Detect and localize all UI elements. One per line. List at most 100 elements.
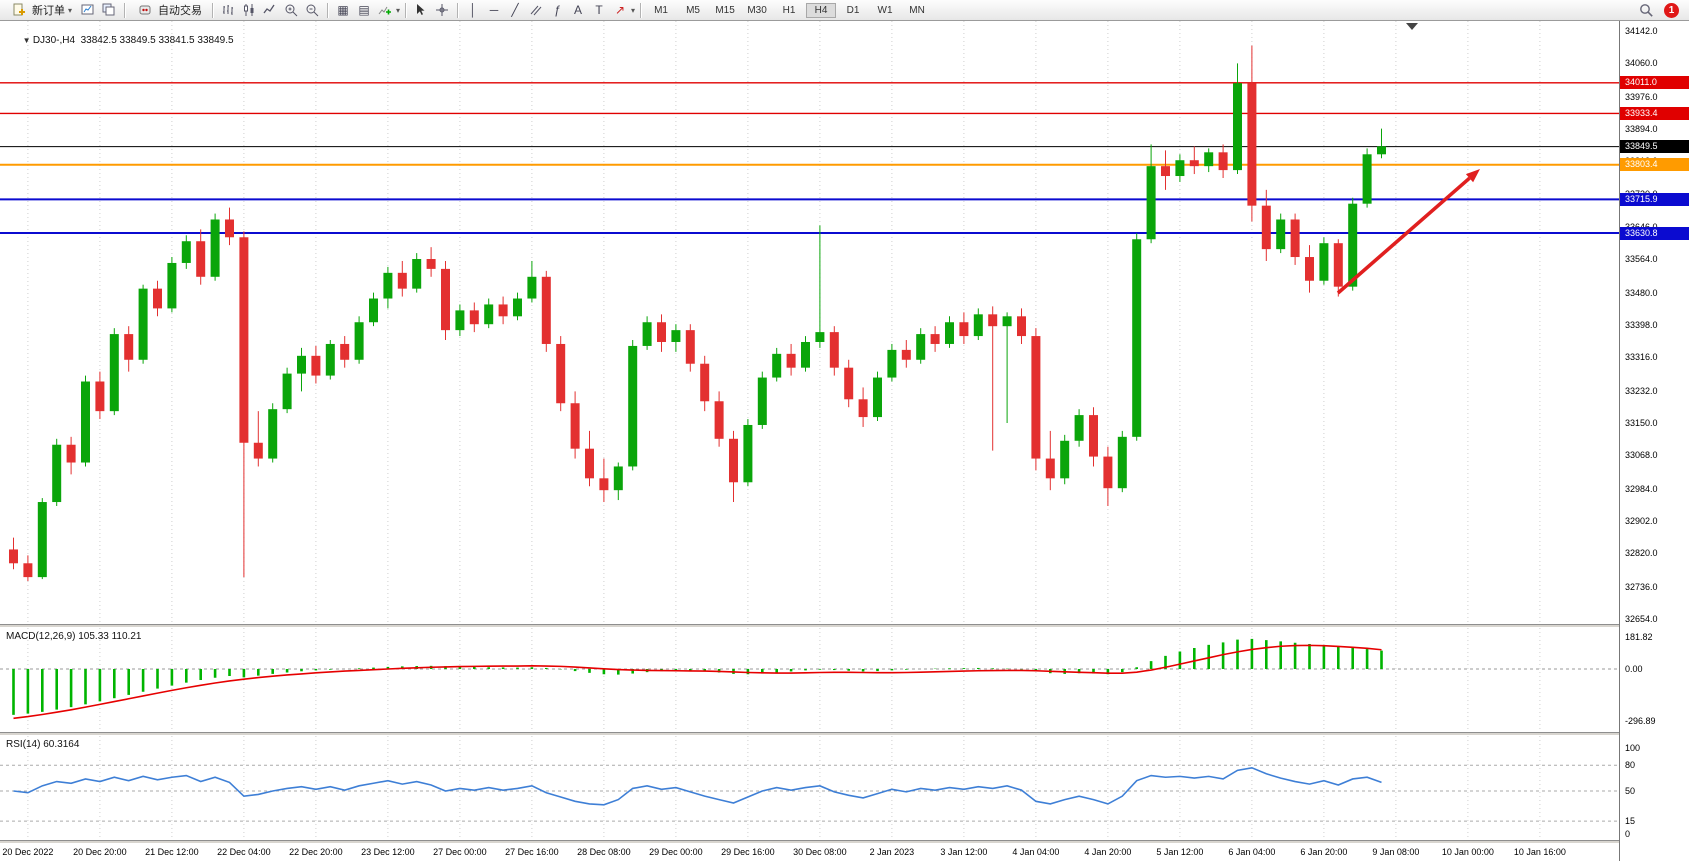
profiles-button[interactable] (99, 2, 119, 19)
candle-body (1218, 152, 1228, 171)
price-tag[interactable]: 33630.8 (1620, 226, 1689, 240)
channel-tool[interactable] (526, 2, 546, 19)
candle-body (945, 322, 954, 344)
new-order-label: 新订单 (32, 5, 65, 17)
candle-body (1204, 152, 1214, 167)
line-chart-mode-button[interactable] (260, 2, 280, 19)
price-tick: 33894.0 (1625, 124, 1658, 134)
arrows-tool[interactable]: ↗ (610, 2, 630, 19)
chevron-down-icon[interactable]: ▾ (396, 5, 401, 15)
candle-body (124, 334, 134, 360)
search-button[interactable] (1636, 2, 1656, 19)
candle-body (1017, 316, 1026, 337)
data-window-button[interactable]: ▤ (354, 2, 374, 19)
fibonacci-tool[interactable]: ƒ (547, 2, 567, 19)
text-tool[interactable]: A (568, 2, 588, 19)
price-tag[interactable]: 33933.4 (1620, 106, 1689, 120)
candle-body (613, 466, 623, 491)
zoom-in-button[interactable] (281, 2, 301, 19)
time-label: 29 Dec 16:00 (721, 847, 775, 857)
channel-icon (530, 5, 542, 16)
timeframe-D1[interactable]: D1 (846, 4, 860, 16)
candlestick-mode-button[interactable] (239, 2, 259, 19)
arrow-head (1465, 169, 1480, 183)
candle-body (196, 241, 206, 277)
crosshair-button[interactable] (432, 2, 452, 19)
price-tag[interactable]: 33849.5 (1620, 140, 1689, 154)
indicators-icon (378, 6, 392, 15)
cursor-button[interactable] (411, 2, 431, 19)
time-axis[interactable]: 20 Dec 2022 20 Dec 20:00 21 Dec 12:00 22 De… (0, 844, 1620, 861)
toolbar-separator (457, 2, 459, 18)
candle-body (901, 349, 911, 360)
candle-body (23, 563, 33, 578)
price-tag[interactable]: 33803.4 (1620, 158, 1689, 172)
bar-chart-mode-button[interactable] (218, 2, 238, 19)
main-chart-panel[interactable]: ▼ DJ30-,H4 33842.5 33849.5 33841.5 33849… (0, 21, 1620, 624)
search-icon (1639, 3, 1653, 17)
new-order-button[interactable]: 新订单 ▾ (4, 0, 77, 21)
time-label: 22 Dec 04:00 (217, 847, 271, 857)
price-axis[interactable]: 34142.034060.033976.033894.033812.033730… (1619, 21, 1689, 861)
trendline-tool[interactable]: ╱ (505, 2, 525, 19)
panel-separator[interactable] (0, 732, 1689, 736)
toolbar-separator (124, 2, 126, 18)
candle-body (887, 349, 897, 378)
candle-body (1261, 205, 1271, 250)
price-tick: 32984.0 (1625, 483, 1658, 494)
indicators-button[interactable] (375, 2, 395, 19)
timeframe-MN[interactable]: MN (909, 4, 925, 16)
candle-body (1247, 83, 1257, 206)
chevron-down-icon: ▾ (68, 5, 73, 15)
text-label-tool[interactable]: T (589, 2, 609, 19)
rsi-scale-label: 15 (1625, 816, 1636, 827)
candle-body (570, 403, 580, 449)
chevron-down-icon[interactable]: ▾ (631, 5, 636, 15)
candle-body (959, 322, 969, 337)
price-tick: 32736.0 (1625, 581, 1658, 592)
candle-body (1060, 440, 1070, 479)
candle-body (685, 330, 695, 364)
candle-body (1276, 219, 1286, 250)
zoom-out-button[interactable] (302, 2, 322, 19)
candle-body (426, 259, 436, 269)
timeframe-H4[interactable]: H4 (806, 2, 837, 18)
candle-body (513, 298, 522, 317)
timeframe-H1[interactable]: H1 (782, 4, 796, 16)
main-chart-svg[interactable] (0, 21, 1620, 624)
profiles-icon (102, 3, 115, 16)
price-tag[interactable]: 34011.0 (1620, 76, 1689, 90)
price-tick: 33398.0 (1625, 320, 1658, 330)
time-label: 9 Jan 08:00 (1372, 847, 1420, 857)
candle-body (815, 332, 825, 342)
timeframe-W1[interactable]: W1 (877, 4, 893, 16)
new-chart-button[interactable] (78, 2, 98, 19)
candle-body (9, 549, 18, 564)
price-tick: 33150.0 (1625, 418, 1658, 428)
price-tick: 32820.0 (1625, 548, 1658, 559)
timeframe-M1[interactable]: M1 (654, 4, 668, 16)
collapse-triangle-icon[interactable]: ▼ (22, 36, 33, 45)
candle-body (268, 409, 278, 459)
candle-body (239, 237, 249, 443)
candle-body (527, 276, 537, 299)
candle-body (1333, 243, 1343, 287)
timeframe-M15[interactable]: M15 (715, 4, 735, 16)
horizontal-line-tool[interactable]: ─ (484, 2, 504, 19)
price-tag[interactable]: 33715.9 (1620, 192, 1689, 206)
data-window-icon: ▤ (358, 3, 370, 17)
timeframe-M5[interactable]: M5 (686, 4, 700, 16)
cursor-icon (417, 4, 425, 15)
notification-badge[interactable]: 1 (1664, 2, 1679, 18)
annotation-arrow[interactable] (1336, 169, 1480, 295)
rsi-panel[interactable]: RSI(14) 60.3164 (0, 736, 1620, 840)
vertical-line-tool[interactable]: │ (463, 2, 483, 19)
timeframe-M30[interactable]: M30 (747, 4, 767, 16)
panel-separator[interactable] (0, 624, 1689, 628)
macd-scale-label: 0.00 (1625, 664, 1643, 674)
rsi-scale-label: 100 (1625, 743, 1641, 753)
tile-windows-button[interactable]: ▦ (333, 2, 353, 19)
candle-body (757, 377, 767, 425)
macd-panel[interactable]: MACD(12,26,9) 105.33 110.21 (0, 628, 1620, 732)
auto-trading-button[interactable]: 自动交易 (130, 0, 207, 21)
